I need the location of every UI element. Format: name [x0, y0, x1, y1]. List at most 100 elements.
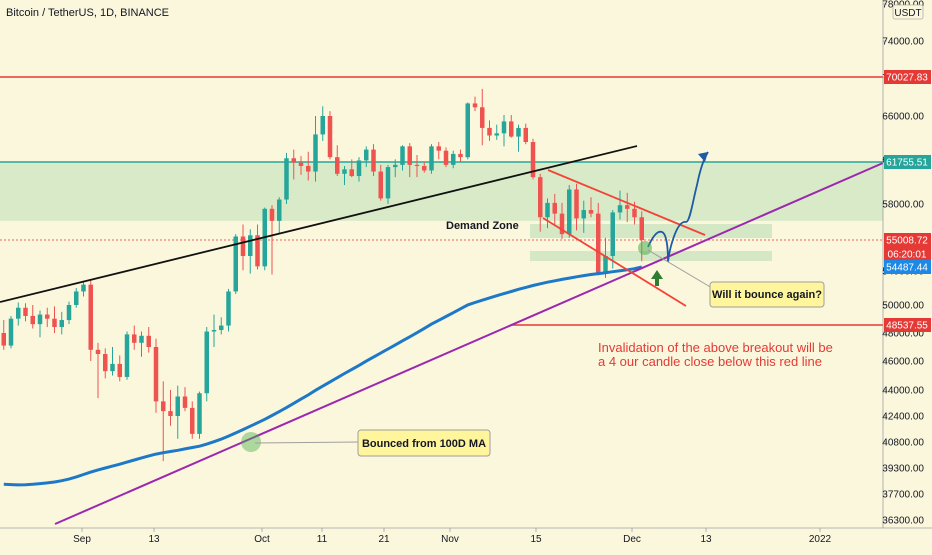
currency-label: USDT — [894, 8, 921, 19]
currency-badge[interactable] — [892, 4, 924, 20]
candle-body — [1, 333, 6, 346]
candle-body — [422, 165, 427, 171]
candle — [306, 151, 311, 181]
candle — [429, 144, 434, 174]
candle — [226, 288, 231, 332]
candle-body — [538, 177, 543, 218]
candle-body — [291, 158, 296, 163]
candle — [132, 325, 137, 350]
candle — [458, 149, 463, 162]
candle-body — [74, 291, 79, 305]
price-label-text: 61755.51 — [886, 158, 928, 169]
candle — [59, 311, 64, 335]
candle-body — [117, 363, 122, 377]
candle — [349, 159, 354, 178]
candle — [313, 116, 318, 182]
candle-body — [110, 363, 115, 372]
candle-body — [284, 158, 289, 200]
candle-body — [574, 189, 579, 219]
callout-bounced-text: Bounced from 100D MA — [362, 438, 486, 450]
candle — [335, 145, 340, 177]
candle-body — [480, 107, 485, 128]
candle-body — [139, 335, 144, 343]
candle — [153, 338, 159, 413]
candle — [610, 210, 615, 269]
candle — [617, 190, 623, 220]
price-tick-label: 36300.00 — [882, 516, 924, 527]
candle-body — [400, 146, 405, 165]
candle — [16, 302, 21, 326]
price-label-text: 54487.44 — [886, 263, 928, 274]
candle-body — [545, 202, 550, 218]
candle — [487, 120, 492, 141]
target-zone-lower — [530, 251, 772, 261]
candle-body — [596, 213, 601, 273]
candle — [545, 198, 550, 229]
candle — [516, 124, 521, 152]
price-label-box — [884, 155, 931, 169]
candle — [284, 152, 289, 204]
candle-body — [182, 396, 188, 408]
candle-body — [443, 150, 449, 165]
candle-body — [385, 167, 391, 199]
candle-body — [124, 334, 130, 377]
ma100-line — [3, 265, 643, 487]
candle-body — [364, 149, 369, 161]
candle — [240, 224, 246, 271]
candle-body — [610, 212, 615, 256]
candle-body — [8, 318, 14, 346]
price-label-text: 48537.55 — [886, 321, 928, 332]
candle — [414, 155, 420, 178]
candle — [124, 331, 130, 380]
candle — [480, 88, 485, 146]
candle-body — [436, 146, 441, 151]
candle — [523, 123, 528, 145]
candle-body — [146, 335, 151, 347]
candle-body — [211, 330, 217, 332]
candle-body — [458, 153, 463, 158]
candle-body — [414, 164, 420, 166]
channel-upper-line — [547, 169, 706, 236]
candle — [291, 149, 296, 180]
candle — [139, 331, 144, 357]
price-tick-label: 42400.00 — [882, 412, 924, 423]
price-tick-label: 37700.00 — [882, 490, 924, 501]
candle — [494, 124, 499, 140]
candle — [472, 96, 478, 112]
callout-pointer-ma — [254, 441, 359, 444]
candle-body — [132, 334, 137, 343]
candle-body — [204, 331, 209, 394]
candle — [190, 401, 195, 439]
callout-bounced-box — [357, 429, 491, 457]
bounce-circle — [241, 432, 261, 452]
candle — [269, 205, 275, 275]
candle-body — [45, 314, 50, 319]
candle — [175, 385, 180, 439]
demand-zone — [0, 162, 883, 221]
price-label-text: 06:20:01 — [888, 250, 927, 261]
candle-body — [153, 347, 159, 402]
candle — [1, 320, 6, 350]
time-tick-label: 11 — [317, 534, 328, 545]
candle — [422, 161, 427, 173]
time-tick-label: 13 — [700, 534, 712, 545]
candle-body — [59, 320, 64, 328]
candle-body — [494, 133, 499, 136]
candle — [146, 327, 151, 353]
time-axis: Sep 13 Oct 11 21 Nov 15 Dec 13 2022 — [73, 528, 832, 545]
price-tick-label: 46000.00 — [882, 357, 924, 368]
candle — [567, 184, 572, 238]
candle — [30, 305, 35, 329]
candle-body — [103, 354, 108, 372]
candle — [530, 138, 536, 180]
projection-arrowhead — [698, 152, 708, 162]
candle — [219, 317, 224, 335]
price-label-box — [884, 318, 931, 332]
candle-body — [277, 199, 282, 221]
candle-body — [197, 393, 202, 434]
candle — [37, 310, 43, 338]
candle-body — [552, 202, 557, 214]
candle — [393, 159, 398, 178]
price-tick-label: 44000.00 — [882, 386, 924, 397]
candle-body — [567, 189, 572, 235]
